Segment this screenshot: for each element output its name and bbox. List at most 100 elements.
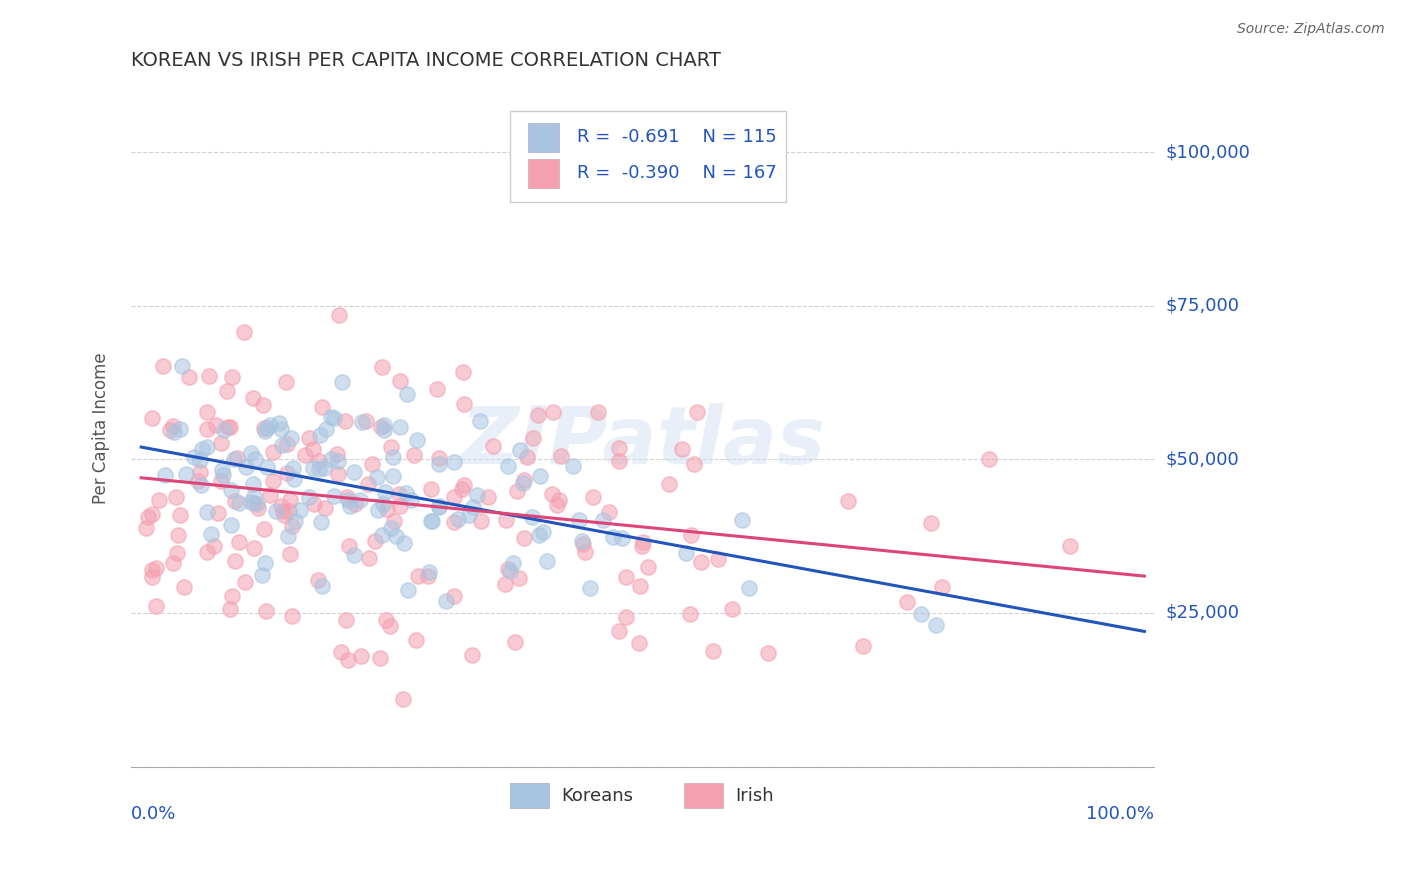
Point [447, 512, 470, 526]
Point [163, 425, 186, 440]
Point [371, 528, 394, 542]
Point [204, 417, 226, 432]
Point [337, 540, 360, 554]
Point [308, 427, 330, 442]
Point [169, 508, 191, 523]
Point [177, 369, 200, 384]
Point [167, 528, 190, 542]
Point [174, 467, 197, 482]
Point [195, 441, 218, 455]
Text: R =  -0.691    N = 115: R = -0.691 N = 115 [578, 128, 778, 145]
Text: $75,000: $75,000 [1166, 297, 1240, 315]
Point [382, 450, 405, 464]
Point [183, 450, 205, 465]
Point [288, 502, 311, 516]
Point [169, 422, 191, 436]
Point [679, 607, 702, 621]
Point [222, 452, 245, 467]
Point [209, 436, 232, 450]
Point [443, 515, 465, 529]
Point [330, 375, 353, 389]
Point [159, 424, 181, 438]
Point [463, 500, 485, 514]
Point [578, 582, 600, 596]
Point [405, 632, 427, 647]
Point [506, 483, 529, 498]
Text: KOREAN VS IRISH PER CAPITA INCOME CORRELATION CHART: KOREAN VS IRISH PER CAPITA INCOME CORREL… [131, 51, 721, 70]
Point [200, 527, 222, 541]
Point [931, 580, 953, 594]
Point [607, 454, 630, 468]
Point [404, 448, 426, 462]
Point [308, 461, 330, 475]
Point [422, 514, 444, 528]
Point [262, 474, 284, 488]
Point [141, 410, 163, 425]
Point [516, 450, 538, 465]
Point [271, 504, 294, 518]
Point [426, 382, 449, 396]
Point [207, 506, 229, 520]
Point [343, 497, 366, 511]
Point [273, 508, 295, 523]
Point [375, 502, 398, 516]
Point [731, 513, 754, 527]
Point [395, 486, 418, 500]
Point [337, 492, 360, 507]
Point [240, 495, 263, 509]
Point [141, 563, 163, 577]
Point [631, 534, 654, 549]
Point [319, 451, 342, 466]
Point [195, 405, 218, 419]
Point [188, 453, 211, 467]
Text: 0.0%: 0.0% [131, 805, 177, 823]
Point [675, 546, 697, 560]
Bar [529, 123, 558, 152]
Point [686, 405, 709, 419]
Point [284, 514, 307, 528]
Point [571, 534, 593, 549]
Point [221, 369, 243, 384]
Point [541, 405, 564, 419]
Point [612, 531, 634, 545]
Point [195, 422, 218, 436]
Point [683, 457, 706, 471]
Point [614, 610, 637, 624]
Point [391, 692, 413, 706]
Point [380, 521, 402, 535]
Point [702, 643, 724, 657]
Point [547, 492, 569, 507]
Point [298, 431, 321, 445]
Point [396, 387, 419, 401]
Point [221, 589, 243, 603]
Point [602, 530, 624, 544]
Point [531, 525, 554, 540]
Point [211, 463, 233, 477]
Bar [683, 783, 723, 808]
Point [280, 519, 302, 533]
Point [264, 503, 287, 517]
Point [246, 500, 269, 515]
Point [262, 445, 284, 459]
Point [259, 418, 281, 433]
Point [389, 419, 412, 434]
Point [259, 488, 281, 502]
Point [228, 496, 250, 510]
Point [628, 579, 651, 593]
Point [276, 466, 298, 480]
Point [214, 423, 236, 437]
Text: $100,000: $100,000 [1166, 143, 1250, 161]
Point [707, 552, 730, 566]
Point [354, 414, 377, 428]
Point [374, 485, 396, 500]
Point [394, 535, 416, 549]
Point [233, 325, 256, 339]
Point [162, 556, 184, 570]
Point [363, 534, 385, 549]
Point [427, 457, 450, 471]
Point [218, 602, 240, 616]
Point [326, 454, 349, 468]
Point [219, 419, 242, 434]
Point [197, 505, 219, 519]
Point [443, 589, 465, 603]
